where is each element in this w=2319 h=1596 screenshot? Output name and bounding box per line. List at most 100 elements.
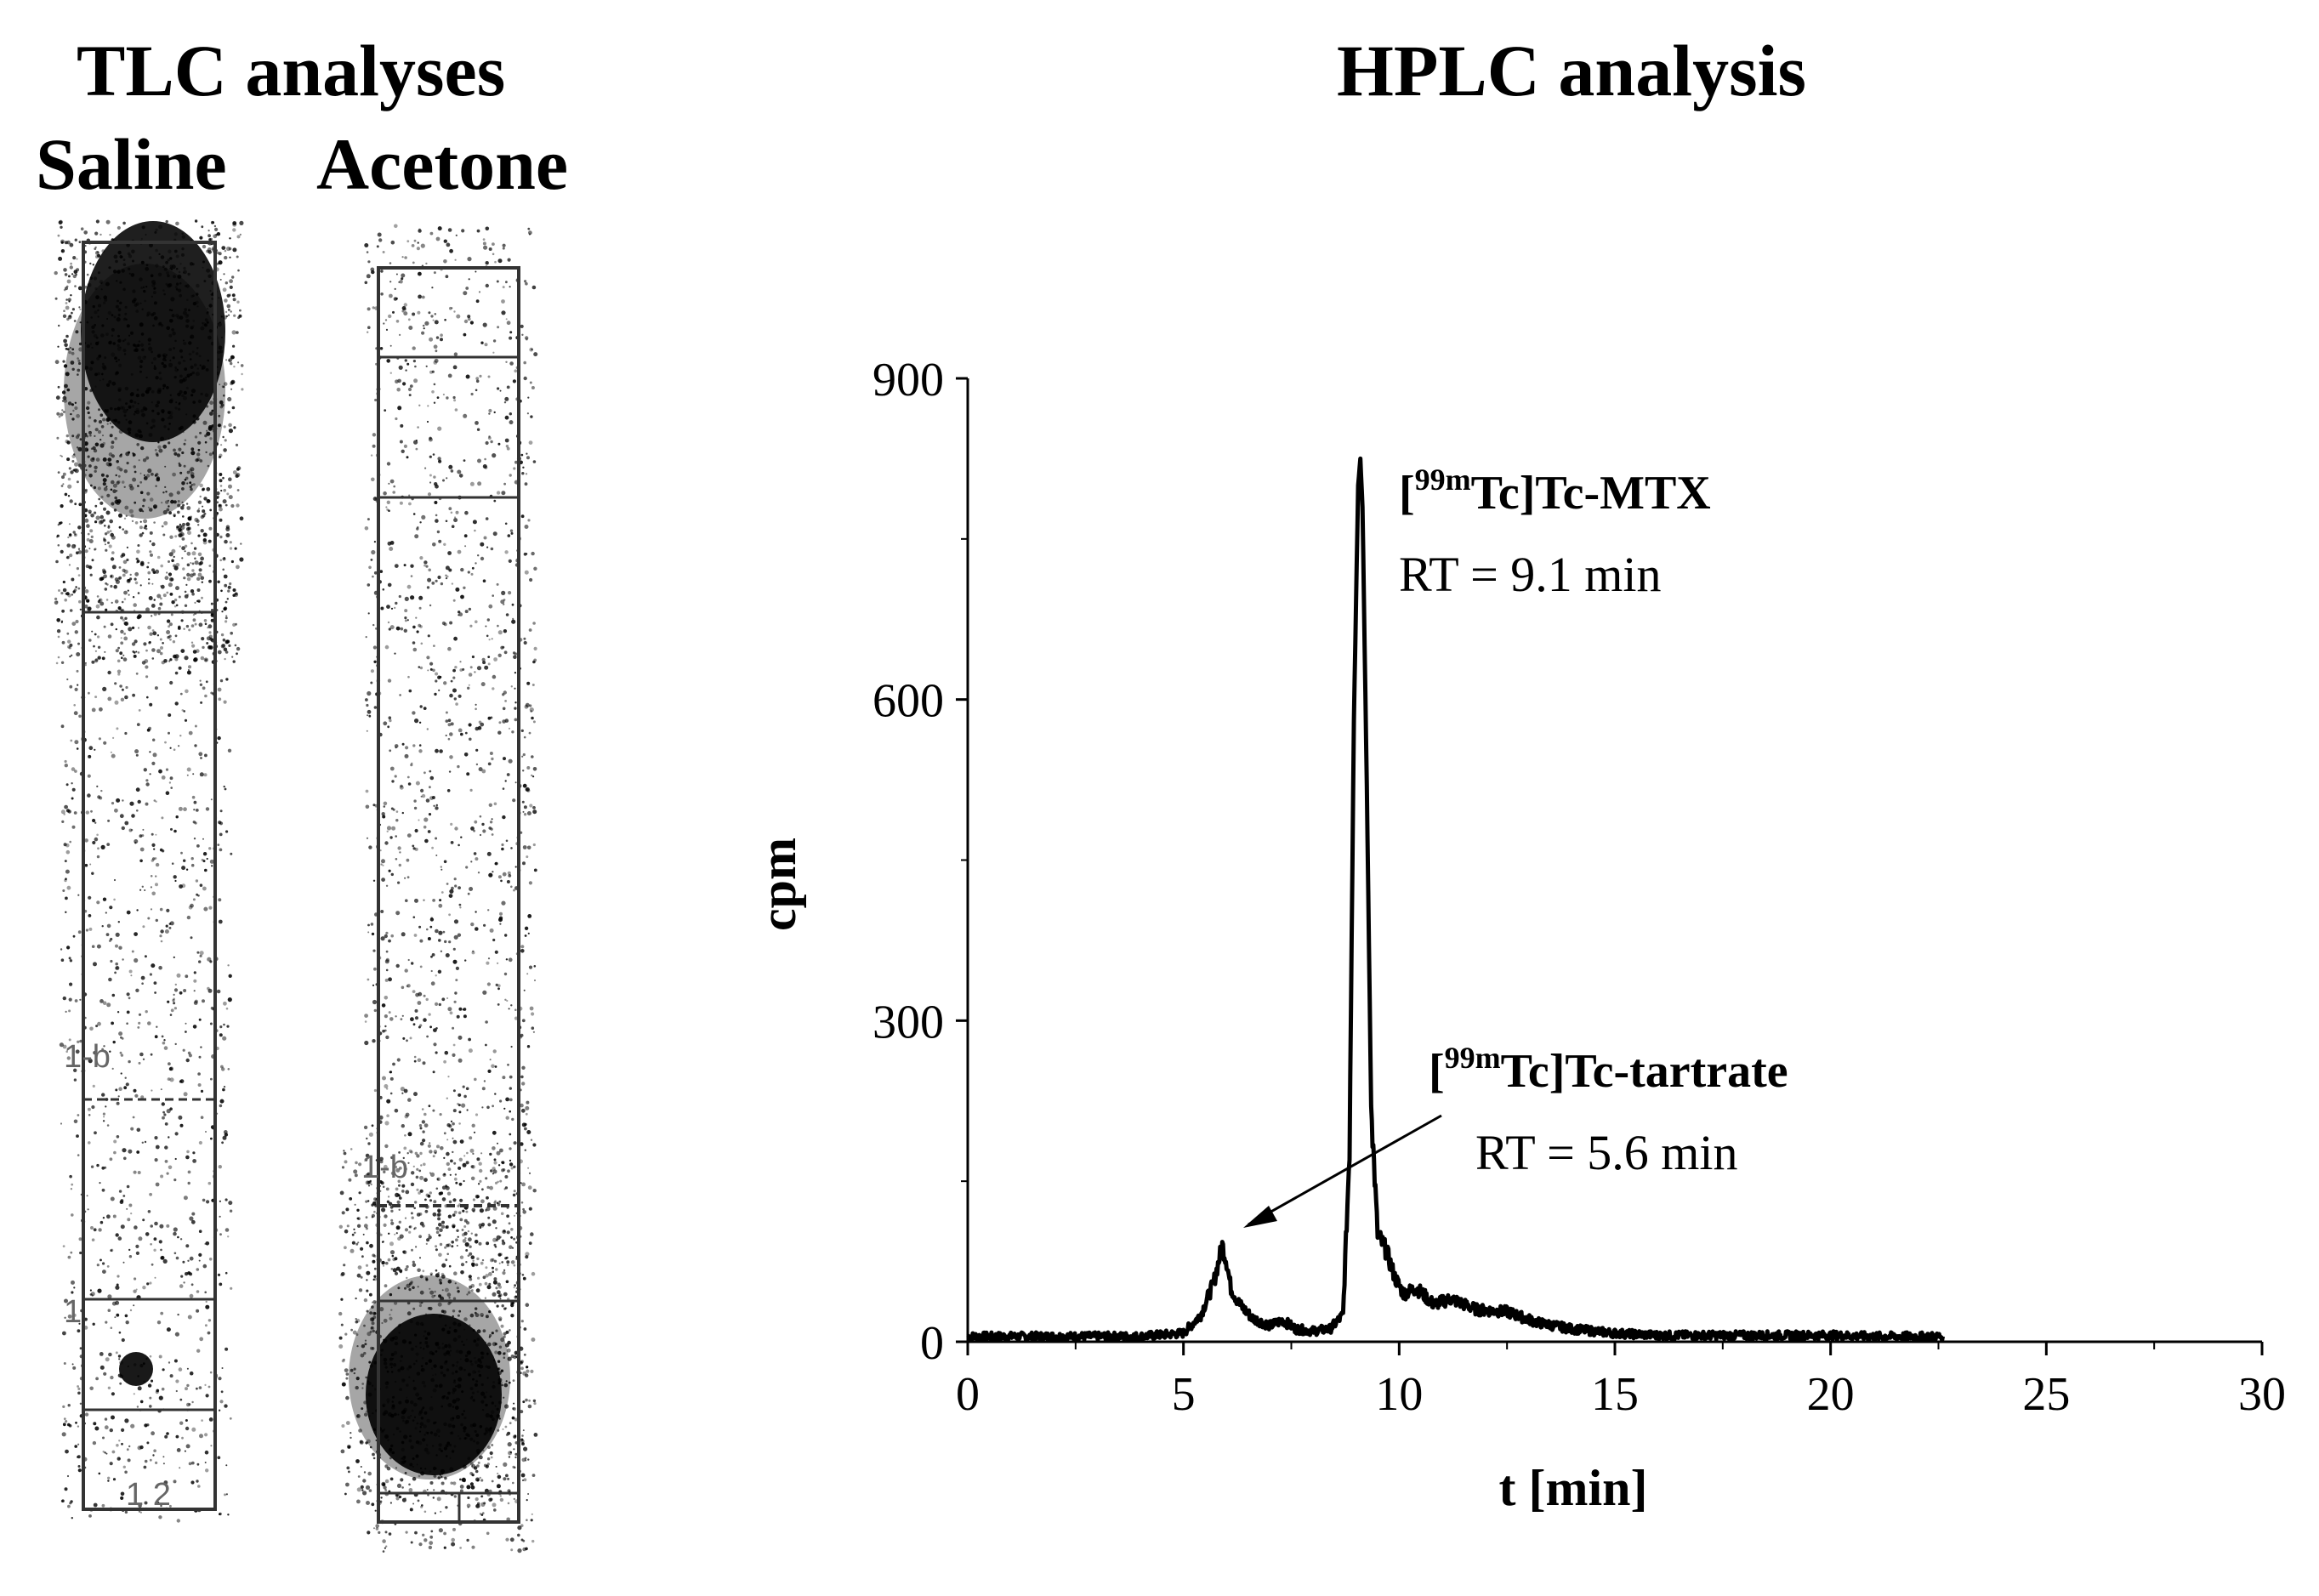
tlc-noise-dot xyxy=(203,619,207,622)
tlc-noise-dot xyxy=(474,1240,479,1244)
tlc-noise-dot xyxy=(420,795,423,798)
tlc-noise-dot xyxy=(110,488,113,491)
tlc-noise-dot xyxy=(505,361,508,363)
tlc-noise-dot xyxy=(196,1463,200,1466)
tlc-noise-dot xyxy=(173,1227,178,1232)
tlc-noise-dot xyxy=(171,600,175,605)
tlc-noise-dot xyxy=(456,1245,458,1247)
tlc-noise-dot xyxy=(465,1210,469,1213)
tlc-noise-dot xyxy=(102,434,104,437)
tlc-noise-dot xyxy=(383,721,388,726)
tlc-noise-dot xyxy=(197,552,202,557)
tlc-noise-dot xyxy=(103,537,105,540)
tlc-noise-dot xyxy=(185,476,189,480)
tlc-noise-dot xyxy=(94,837,99,842)
tlc-noise-dot xyxy=(469,624,473,628)
tlc-noise-dot xyxy=(239,220,244,225)
tlc-noise-dot xyxy=(126,1207,128,1210)
tlc-noise-dot xyxy=(458,1110,462,1114)
tlc-noise-dot xyxy=(170,827,173,831)
tlc-noise-dot xyxy=(500,1369,504,1372)
tlc-noise-dot xyxy=(426,420,429,423)
tlc-noise-dot xyxy=(504,1425,508,1428)
tlc-noise-dot xyxy=(218,1165,222,1169)
tlc-noise-dot xyxy=(406,1265,409,1269)
tlc-noise-dot xyxy=(483,923,486,927)
tlc-noise-dot xyxy=(183,628,185,630)
tlc-noise-dot xyxy=(123,486,126,488)
tlc-noise-dot xyxy=(184,718,188,722)
tlc-noise-dot xyxy=(69,656,71,658)
tlc-noise-dot xyxy=(77,1455,81,1459)
tlc-noise-dot xyxy=(63,364,68,368)
tlc-noise-dot xyxy=(204,753,207,758)
tlc-noise-dot xyxy=(350,1432,352,1434)
tlc-noise-dot xyxy=(77,1443,80,1445)
tlc-noise-dot xyxy=(194,622,197,626)
tlc-noise-dot xyxy=(116,480,120,486)
tlc-noise-dot xyxy=(419,1024,423,1027)
tlc-noise-dot xyxy=(437,226,442,231)
tlc-noise-dot xyxy=(155,485,157,487)
tlc-noise-dot xyxy=(435,806,439,810)
tlc-noise-dot xyxy=(60,549,64,554)
tlc-noise-dot xyxy=(194,601,196,605)
tlc-noise-dot xyxy=(431,287,434,289)
tlc-noise-dot xyxy=(364,281,368,285)
tlc-noise-dot xyxy=(423,899,425,901)
tlc-noise-dot xyxy=(116,490,118,492)
tlc-noise-dot xyxy=(87,532,90,536)
tlc-noise-dot xyxy=(394,1271,399,1275)
tlc-noise-dot xyxy=(395,379,399,384)
tlc-noise-dot xyxy=(120,1496,124,1500)
tlc-noise-dot xyxy=(459,661,462,663)
tlc-noise-dot xyxy=(372,433,377,437)
tlc-noise-dot xyxy=(508,727,511,730)
tlc-noise-dot xyxy=(186,1383,190,1388)
tlc-noise-dot xyxy=(223,488,227,492)
saline-origin-spot xyxy=(119,1352,153,1386)
tlc-noise-dot xyxy=(435,804,438,807)
tlc-noise-dot xyxy=(507,258,511,262)
tlc-noise-dot xyxy=(83,447,89,452)
tlc-noise-dot xyxy=(207,464,210,468)
tlc-noise-dot xyxy=(394,224,398,229)
tlc-noise-dot xyxy=(520,1538,524,1542)
tlc-noise-dot xyxy=(503,482,506,486)
tlc-noise-dot xyxy=(395,417,398,421)
tlc-noise-dot xyxy=(151,1431,156,1436)
tlc-noise-dot xyxy=(406,984,411,988)
tlc-noise-dot xyxy=(488,435,491,438)
tlc-noise-dot xyxy=(230,1286,233,1290)
tlc-noise-dot xyxy=(60,661,65,664)
tlc-noise-dot xyxy=(458,1182,463,1186)
tlc-noise-dot xyxy=(401,742,405,746)
tlc-noise-dot xyxy=(225,1464,228,1467)
tlc-noise-dot xyxy=(54,270,58,275)
tlc-noise-dot xyxy=(492,531,497,537)
tlc-noise-dot xyxy=(407,1098,412,1102)
tlc-noise-dot xyxy=(505,839,509,843)
tlc-noise-dot xyxy=(476,428,480,431)
tlc-noise-dot xyxy=(187,668,190,671)
tlc-noise-dot xyxy=(526,1519,528,1521)
tlc-noise-dot xyxy=(136,1127,141,1133)
tlc-noise-dot xyxy=(65,556,69,559)
tlc-noise-dot xyxy=(505,1280,509,1284)
tlc-noise-dot xyxy=(228,974,232,979)
tlc-noise-dot xyxy=(359,1440,364,1445)
tlc-noise-dot xyxy=(437,1272,440,1275)
tlc-noise-dot xyxy=(433,1042,437,1047)
tlc-noise-dot xyxy=(69,982,73,986)
tlc-noise-dot xyxy=(210,220,214,224)
tlc-noise-dot xyxy=(404,1217,407,1219)
tlc-noise-dot xyxy=(167,499,170,502)
tlc-noise-dot xyxy=(151,615,153,617)
tlc-noise-dot xyxy=(215,233,218,236)
tlc-noise-dot xyxy=(77,368,81,372)
tlc-noise-dot xyxy=(478,1162,482,1166)
tlc-noise-dot xyxy=(423,825,427,829)
tlc-noise-dot xyxy=(173,956,175,958)
tlc-noise-dot xyxy=(185,522,190,526)
tlc-noise-dot xyxy=(130,828,134,832)
